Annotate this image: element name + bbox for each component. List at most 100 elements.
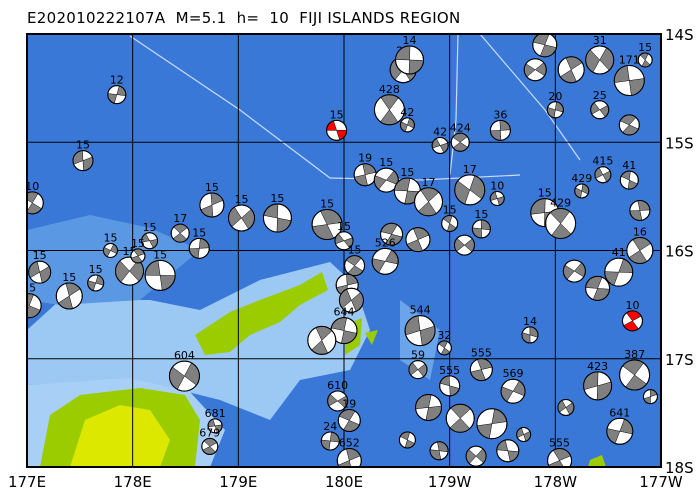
beachball-outline (546, 101, 564, 119)
focal-mechanism[interactable]: 15 (532, 21, 558, 58)
focal-mechanism[interactable] (629, 199, 651, 221)
focal-mechanism[interactable] (557, 398, 575, 416)
focal-mechanism[interactable]: 19 (353, 152, 377, 187)
focal-mechanism[interactable]: 544 (404, 304, 436, 347)
focal-mechanism[interactable]: 15 (228, 193, 256, 232)
beachball-outline (557, 56, 585, 84)
focal-mechanism[interactable]: 36 (489, 108, 511, 141)
focal-mechanism[interactable]: 526 (371, 236, 399, 275)
focal-mechanism[interactable] (618, 114, 640, 136)
focal-mechanism[interactable] (453, 234, 475, 256)
focal-mechanism[interactable]: 15 (130, 237, 146, 264)
focal-mechanism[interactable] (398, 431, 416, 449)
focal-mechanism[interactable] (585, 275, 611, 301)
focal-mechanism[interactable] (523, 58, 547, 82)
focal-mechanism[interactable]: 610 (327, 379, 349, 412)
focal-mechanism[interactable] (380, 222, 404, 246)
focal-mechanism[interactable]: 15 (311, 198, 343, 241)
focal-mechanism[interactable]: 42 (431, 125, 449, 154)
focal-mechanism[interactable]: 387 (619, 348, 651, 391)
focal-mechanism[interactable]: 17 (454, 163, 486, 206)
focal-mechanism[interactable] (338, 287, 364, 313)
focal-mechanism[interactable]: 12 (107, 74, 127, 105)
focal-mechanism[interactable]: 15 (344, 244, 366, 277)
focal-mechanism[interactable]: 15 (334, 220, 354, 251)
focal-mechanism[interactable]: 604 (168, 349, 200, 392)
focal-mechanism[interactable]: 31 (585, 34, 615, 75)
depth-label: 387 (624, 348, 645, 361)
focal-mechanism[interactable] (496, 439, 520, 463)
focal-mechanism[interactable] (429, 441, 449, 461)
focal-mechanism[interactable]: 15 (28, 249, 52, 284)
focal-mechanism[interactable]: 429 (571, 172, 592, 199)
lon-tick-label: 180E (325, 473, 363, 491)
focal-mechanism[interactable]: 16 (626, 226, 654, 264)
focal-mechanism[interactable]: 424 (450, 121, 471, 152)
focal-mechanism[interactable]: 652 (336, 437, 362, 473)
focal-mechanism[interactable]: 555 (469, 347, 493, 382)
focal-mechanism[interactable]: 15 (144, 248, 176, 291)
focal-mechanism[interactable]: 15 (373, 156, 399, 193)
focal-mechanism[interactable]: 10 (489, 180, 505, 207)
focal-mechanism[interactable]: 15 (262, 192, 292, 233)
focal-mechanism[interactable]: 14 (521, 315, 539, 344)
focal-mechanism[interactable]: 32 (436, 329, 452, 356)
depth-label: 15 (143, 221, 157, 234)
focal-mechanism[interactable] (445, 403, 475, 433)
focal-mechanism[interactable]: 679 (199, 426, 220, 455)
focal-mechanism[interactable]: 569 (500, 367, 526, 404)
focal-mechanism[interactable]: 415 (592, 155, 613, 184)
focal-mechanism[interactable]: 15 (188, 226, 210, 259)
focal-mechanism[interactable]: 14 (395, 34, 425, 75)
focal-mechanism[interactable]: 15 (102, 232, 118, 258)
focal-mechanism[interactable]: 25 (590, 89, 610, 120)
focal-mechanism[interactable] (516, 427, 532, 443)
focal-mechanism[interactable]: 555 (439, 364, 461, 397)
focal-mechanism[interactable] (465, 445, 487, 467)
focal-mechanism[interactable] (405, 227, 431, 253)
focal-mechanism[interactable]: 15 (393, 166, 421, 205)
focal-mechanism[interactable]: 423 (583, 360, 613, 401)
focal-mechanism[interactable]: 15 (141, 221, 159, 250)
depth-label: 641 (609, 406, 630, 419)
focal-mechanism[interactable]: 555 (547, 437, 573, 473)
focal-mechanism[interactable]: 15 (55, 271, 83, 310)
focal-mechanism[interactable]: 15 (72, 139, 94, 172)
focal-mechanism[interactable]: 15 (471, 208, 491, 239)
focal-mechanism[interactable]: 171 (613, 54, 645, 97)
target-event-mechanism[interactable]: 10 (621, 299, 643, 332)
focal-mechanism[interactable] (335, 273, 359, 297)
focal-mechanism[interactable]: 641 (606, 406, 634, 445)
beachball-outline (398, 431, 416, 449)
focal-mechanism[interactable]: 42 (399, 106, 415, 133)
focal-mechanism[interactable]: 41 (604, 246, 634, 287)
focal-mechanism[interactable]: 681 (205, 407, 226, 434)
focal-mechanism[interactable]: 15 (637, 41, 653, 68)
focal-mechanism[interactable]: 429 (545, 196, 577, 239)
focal-mechanism[interactable]: 19 (337, 397, 361, 432)
beachball-outline (626, 237, 654, 264)
focal-mechanism[interactable]: 15 (199, 181, 225, 218)
beachball-outline (453, 234, 475, 256)
focal-mechanism[interactable]: 17 (414, 176, 444, 217)
focal-mechanism[interactable] (415, 393, 443, 421)
focal-mechanism[interactable]: 59 (408, 349, 428, 380)
focal-mechanism[interactable]: 10 (21, 180, 44, 215)
target-event-mechanism[interactable]: 15 (326, 108, 348, 141)
focal-mechanism[interactable]: 15 (17, 282, 42, 319)
focal-mechanism[interactable]: 17 (170, 212, 190, 243)
focal-mechanism[interactable]: 24 (320, 420, 340, 451)
focal-mechanism[interactable] (562, 259, 586, 283)
focal-mechanism[interactable] (307, 325, 337, 355)
focal-mechanism[interactable]: 15 (87, 263, 105, 292)
beachball-outline (619, 359, 651, 391)
focal-mechanism[interactable]: 15 (441, 203, 459, 232)
focal-mechanism[interactable]: 20 (546, 90, 564, 119)
depth-label: 41 (612, 246, 626, 259)
beachball-outline (27, 191, 44, 215)
focal-mechanism[interactable]: 428 (373, 83, 405, 126)
focal-mechanism[interactable] (557, 56, 585, 84)
focal-mechanism[interactable]: 41 (619, 159, 639, 190)
focal-mechanism[interactable] (476, 408, 508, 440)
focal-mechanism[interactable] (642, 389, 658, 405)
